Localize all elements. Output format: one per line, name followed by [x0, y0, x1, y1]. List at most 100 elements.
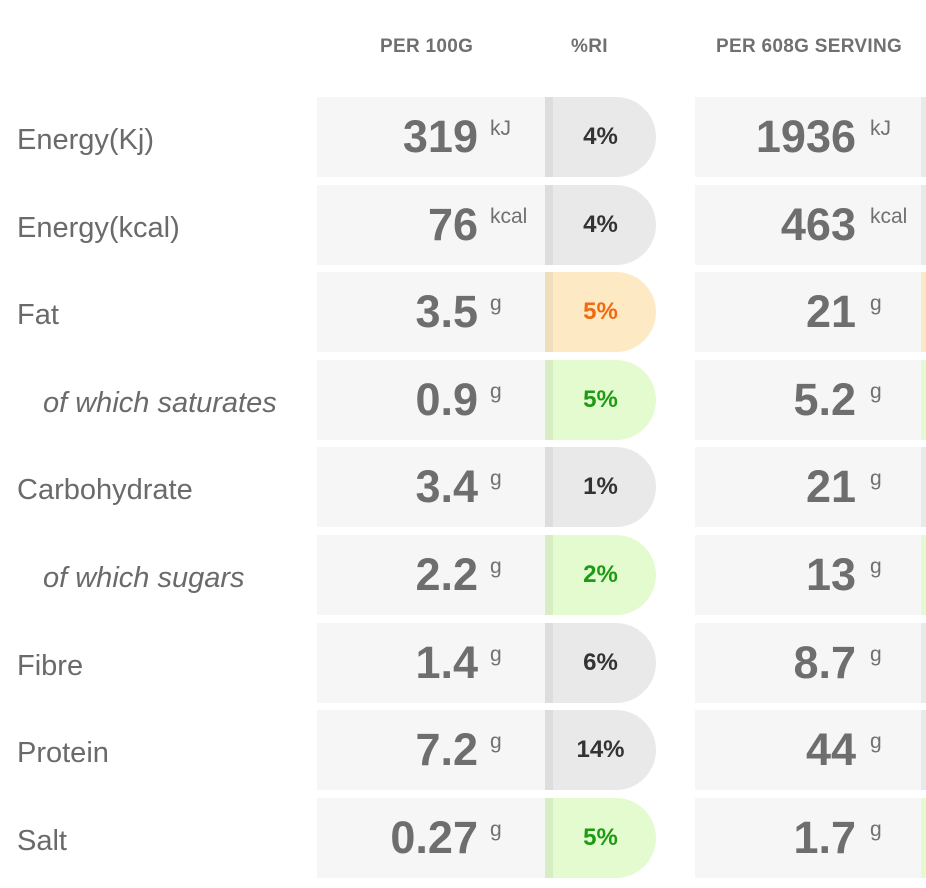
ri-value: 1%	[583, 473, 618, 500]
ri-badge-shade	[545, 272, 553, 352]
per-serving-value: 21	[805, 286, 856, 337]
per-100g-unit: g	[490, 818, 502, 841]
ri-badge: 5%	[545, 272, 656, 352]
ri-badge: 5%	[545, 360, 656, 440]
ri-badge: 14%	[545, 710, 656, 790]
column-header-per-serving: PER 608G SERVING	[716, 36, 903, 57]
per-100g-cell: 76 kcal	[317, 185, 553, 265]
nutrient-row-fat: Fat 3.5 g 5% 21 g	[0, 272, 926, 352]
per-serving-value: 5.2	[793, 374, 856, 425]
ri-level-edge	[921, 97, 926, 177]
nutrient-label: Salt	[17, 825, 67, 857]
ri-value: 5%	[583, 824, 618, 851]
per-100g-unit: g	[490, 643, 502, 666]
nutrient-row-fibre: Fibre 1.4 g 6% 8.7 g	[0, 623, 926, 703]
per-100g-cell: 2.2 g	[317, 535, 553, 615]
ri-level-edge	[921, 185, 926, 265]
per-100g-unit: g	[490, 380, 502, 403]
nutrient-label: of which sugars	[43, 562, 245, 594]
per-serving-cell: 21 g	[695, 447, 921, 527]
ri-badge-shade	[545, 623, 553, 703]
nutrient-row-salt: Salt 0.27 g 5% 1.7 g	[0, 798, 926, 878]
per-100g-unit: g	[490, 292, 502, 315]
per-serving-unit: g	[870, 818, 882, 841]
per-100g-cell: 3.5 g	[317, 272, 553, 352]
per-serving-value: 21	[805, 461, 856, 512]
ri-value: 4%	[583, 123, 618, 150]
per-100g-value: 76	[427, 199, 478, 250]
per-serving-cell: 1.7 g	[695, 798, 921, 878]
per-100g-value: 1.4	[415, 637, 478, 688]
per-100g-value: 3.4	[415, 461, 478, 512]
per-serving-cell: 21 g	[695, 272, 921, 352]
per-serving-cell: 5.2 g	[695, 360, 921, 440]
column-header-ri: %RI	[571, 36, 608, 57]
ri-badge: 4%	[545, 97, 656, 177]
per-100g-unit: g	[490, 555, 502, 578]
per-100g-value: 0.27	[390, 812, 478, 863]
per-100g-cell: 7.2 g	[317, 710, 553, 790]
per-100g-value: 319	[402, 111, 478, 162]
nutrient-row-energy-kcal: Energy(kcal) 76 kcal 4% 463 kcal	[0, 185, 926, 265]
nutrient-row-of-which-saturates: of which saturates 0.9 g 5% 5.2 g	[0, 360, 926, 440]
per-100g-unit: kJ	[490, 117, 511, 140]
per-serving-unit: g	[870, 643, 882, 666]
per-100g-value: 0.9	[415, 374, 478, 425]
ri-value: 6%	[583, 649, 618, 676]
ri-level-edge	[921, 272, 926, 352]
per-100g-unit: g	[490, 467, 502, 490]
ri-badge-shade	[545, 798, 553, 878]
nutrient-label: Fibre	[17, 650, 84, 682]
nutrient-row-protein: Protein 7.2 g 14% 44 g	[0, 710, 926, 790]
per-100g-value: 7.2	[415, 724, 478, 775]
nutrient-label: Fat	[17, 299, 59, 331]
ri-badge-shade	[545, 710, 553, 790]
per-100g-unit: kcal	[490, 205, 528, 228]
per-serving-unit: g	[870, 467, 882, 490]
column-header-per-100g: PER 100G	[380, 36, 474, 57]
ri-value: 5%	[583, 298, 618, 325]
per-serving-cell: 1936 kJ	[695, 97, 921, 177]
per-serving-value: 1936	[755, 111, 856, 162]
per-100g-cell: 1.4 g	[317, 623, 553, 703]
ri-badge: 2%	[545, 535, 656, 615]
per-serving-value: 8.7	[793, 637, 856, 688]
nutrient-label: Energy(Kj)	[17, 124, 154, 156]
ri-level-edge	[921, 535, 926, 615]
per-serving-cell: 44 g	[695, 710, 921, 790]
ri-badge: 1%	[545, 447, 656, 527]
per-serving-unit: g	[870, 380, 882, 403]
ri-value: 14%	[576, 736, 625, 763]
ri-value: 2%	[583, 561, 618, 588]
per-100g-value: 2.2	[415, 549, 478, 600]
ri-level-edge	[921, 798, 926, 878]
per-serving-cell: 463 kcal	[695, 185, 921, 265]
ri-level-edge	[921, 623, 926, 703]
ri-value: 5%	[583, 386, 618, 413]
ri-badge: 4%	[545, 185, 656, 265]
per-100g-cell: 3.4 g	[317, 447, 553, 527]
ri-badge-shade	[545, 535, 553, 615]
ri-badge-shade	[545, 185, 553, 265]
per-serving-value: 1.7	[793, 812, 856, 863]
per-serving-cell: 8.7 g	[695, 623, 921, 703]
per-100g-unit: g	[490, 730, 502, 753]
per-serving-unit: g	[870, 730, 882, 753]
per-serving-unit: kJ	[870, 117, 891, 140]
per-100g-cell: 0.9 g	[317, 360, 553, 440]
ri-level-edge	[921, 447, 926, 527]
ri-value: 4%	[583, 211, 618, 238]
per-100g-cell: 319 kJ	[317, 97, 553, 177]
per-serving-value: 463	[780, 199, 856, 250]
nutrient-label: of which saturates	[43, 387, 277, 419]
per-serving-value: 44	[805, 724, 856, 775]
per-serving-unit: g	[870, 555, 882, 578]
per-100g-cell: 0.27 g	[317, 798, 553, 878]
ri-badge: 5%	[545, 798, 656, 878]
nutrient-row-energy-kj: Energy(Kj) 319 kJ 4% 1936 kJ	[0, 97, 926, 177]
per-serving-value: 13	[805, 549, 856, 600]
nutrient-label: Carbohydrate	[17, 474, 193, 506]
ri-badge-shade	[545, 97, 553, 177]
per-100g-value: 3.5	[415, 286, 478, 337]
per-serving-unit: g	[870, 292, 882, 315]
